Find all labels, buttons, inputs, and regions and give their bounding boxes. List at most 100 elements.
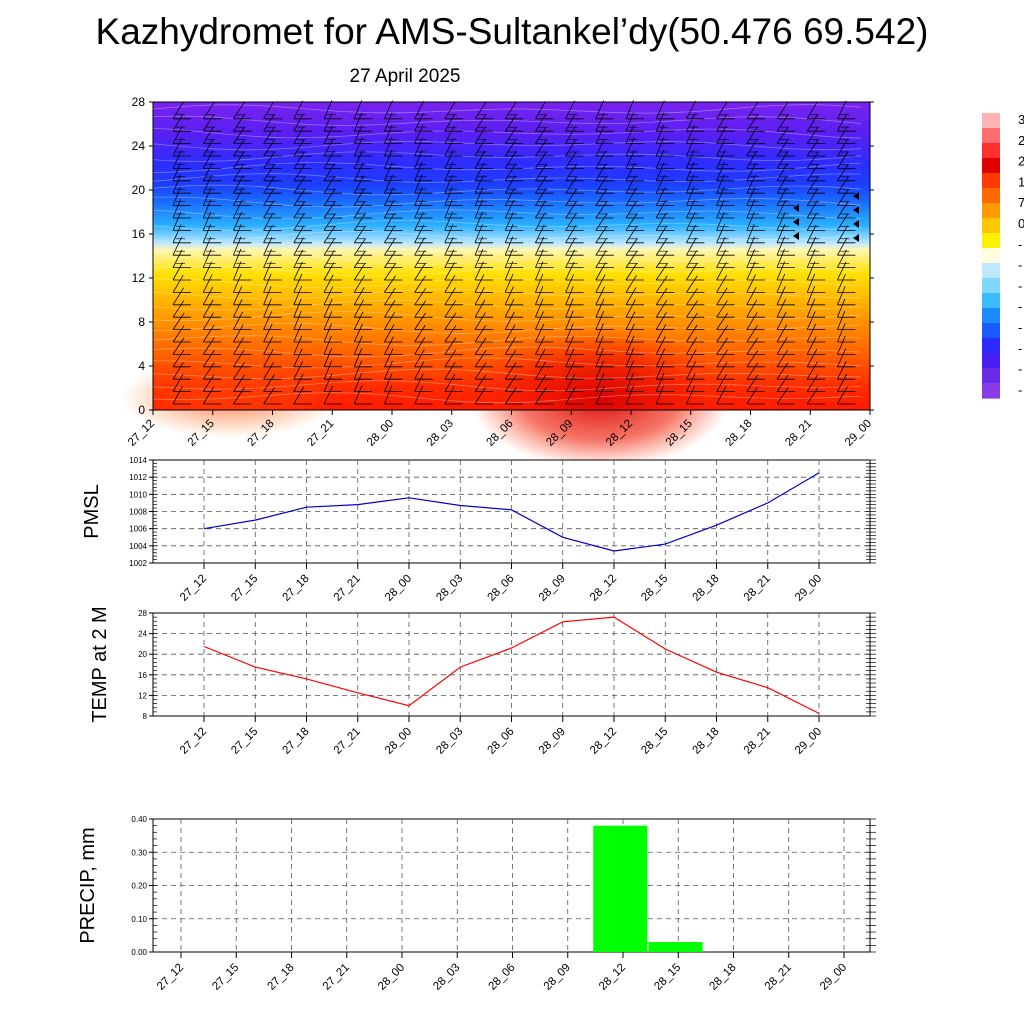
colorbar-swatch: [982, 323, 1000, 339]
wind-barb: [444, 162, 463, 182]
wind-barb: [353, 112, 373, 132]
wind-barb: [716, 236, 735, 256]
wind-barb: [565, 335, 584, 355]
wind-barb: [806, 176, 826, 194]
y-tick-label: 1010: [129, 490, 147, 499]
y-axis-label: PRECIP, mm: [77, 827, 99, 943]
wind-barb: [746, 174, 765, 194]
wind-barb: [202, 174, 222, 194]
colorbar: 3 2 2 1 7 0 - - - - - - - -: [982, 112, 1024, 399]
wind-barb: [233, 273, 252, 293]
wind-barb: [655, 324, 675, 343]
wind-barb: [353, 299, 373, 318]
y-tick-label: 1004: [129, 542, 147, 551]
wind-barb: [353, 275, 373, 293]
wind-barb: [686, 262, 705, 281]
wind-barb: [565, 163, 584, 182]
x-tick-label: 28_12: [588, 726, 619, 757]
wind-barb: [323, 298, 342, 318]
wind-barb: [837, 249, 856, 269]
wind-barb: [474, 337, 493, 355]
wind-barb: [837, 361, 856, 380]
wind-barb: [746, 211, 765, 231]
wind-barb: [263, 200, 282, 219]
wind-barb: [655, 312, 675, 331]
wind-barb: [595, 385, 614, 405]
wind-barb: [565, 100, 584, 120]
wind-barb: [172, 211, 191, 231]
wind-barb: [504, 374, 524, 393]
wind-barb: [233, 175, 252, 194]
wind-barb: [474, 236, 493, 256]
wind-barb: [353, 238, 373, 256]
wind-barb: [565, 386, 584, 405]
wind-barb: [202, 211, 222, 231]
wind-barb: [504, 273, 524, 293]
wind-barb: [806, 224, 826, 244]
x-tick-label: 28_06: [486, 726, 517, 757]
colorbar-swatch: [982, 218, 1000, 234]
wind-barb: [535, 114, 554, 132]
wind-barb: [293, 100, 312, 120]
y-tick-label: 0.40: [131, 815, 147, 824]
wind-barb: [414, 174, 433, 194]
wind-barb: [806, 151, 826, 169]
wind-barb: [837, 386, 856, 405]
colorbar-swatch: [982, 248, 1000, 264]
wind-barb: [293, 201, 312, 219]
wind-barb: [233, 187, 252, 207]
wind-barb: [414, 187, 433, 207]
y-tick-label: 24: [138, 630, 147, 639]
wind-barb: [535, 200, 554, 219]
wind-barb: [444, 236, 463, 256]
wind-barb: [776, 311, 795, 331]
wind-barb: [323, 125, 342, 145]
colorbar-swatch: [982, 173, 1000, 189]
wind-barb: [263, 176, 282, 194]
x-tick-label: 28_12: [597, 962, 628, 993]
wind-barb: [625, 311, 644, 331]
colorbar-label: 3: [1018, 112, 1024, 127]
wind-barb: [746, 114, 765, 132]
wind-barb: [655, 348, 675, 368]
wind-barb: [535, 387, 554, 405]
wind-barb: [686, 250, 705, 269]
wind-barb: [263, 126, 282, 145]
wind-barb: [353, 262, 373, 281]
wind-barb: [323, 176, 342, 194]
wind-barb: [565, 213, 584, 231]
colorbar-label: -: [1018, 362, 1022, 377]
x-tick-label: 27_12: [178, 573, 209, 604]
y-tick-label: 0.20: [131, 882, 147, 891]
wind-barb: [806, 387, 826, 405]
wind-pennant: [793, 204, 799, 212]
x-tick-label: 27_18: [281, 573, 312, 604]
wind-barb: [263, 273, 282, 293]
wind-barb: [202, 374, 222, 393]
wind-barb: [414, 100, 433, 120]
wind-barb: [474, 187, 493, 207]
page-subtitle: 27 April 2025: [349, 66, 461, 87]
colorbar-swatch: [982, 308, 1000, 324]
wind-barb: [444, 199, 463, 219]
colorbar-label: 0: [1018, 216, 1024, 231]
wind-barb: [323, 348, 342, 368]
x-tick-label: 28_00: [376, 962, 407, 993]
wind-barb: [806, 261, 826, 281]
wind-barb: [746, 224, 765, 244]
wind-barb: [202, 349, 222, 368]
y-tick-label: 16: [138, 671, 147, 680]
wind-barb: [293, 273, 312, 293]
wind-barb: [384, 225, 403, 244]
wind-barb: [655, 212, 675, 231]
wind-barb: [686, 113, 705, 132]
wind-barb: [776, 261, 795, 281]
wind-barb: [625, 150, 644, 169]
wind-barb: [233, 163, 252, 182]
wind-barb: [474, 211, 493, 231]
wind-barb: [293, 225, 312, 244]
wind-barb: [776, 374, 795, 393]
wind-barb: [535, 323, 554, 343]
wind-barb: [837, 261, 856, 281]
wind-barb: [746, 312, 765, 331]
